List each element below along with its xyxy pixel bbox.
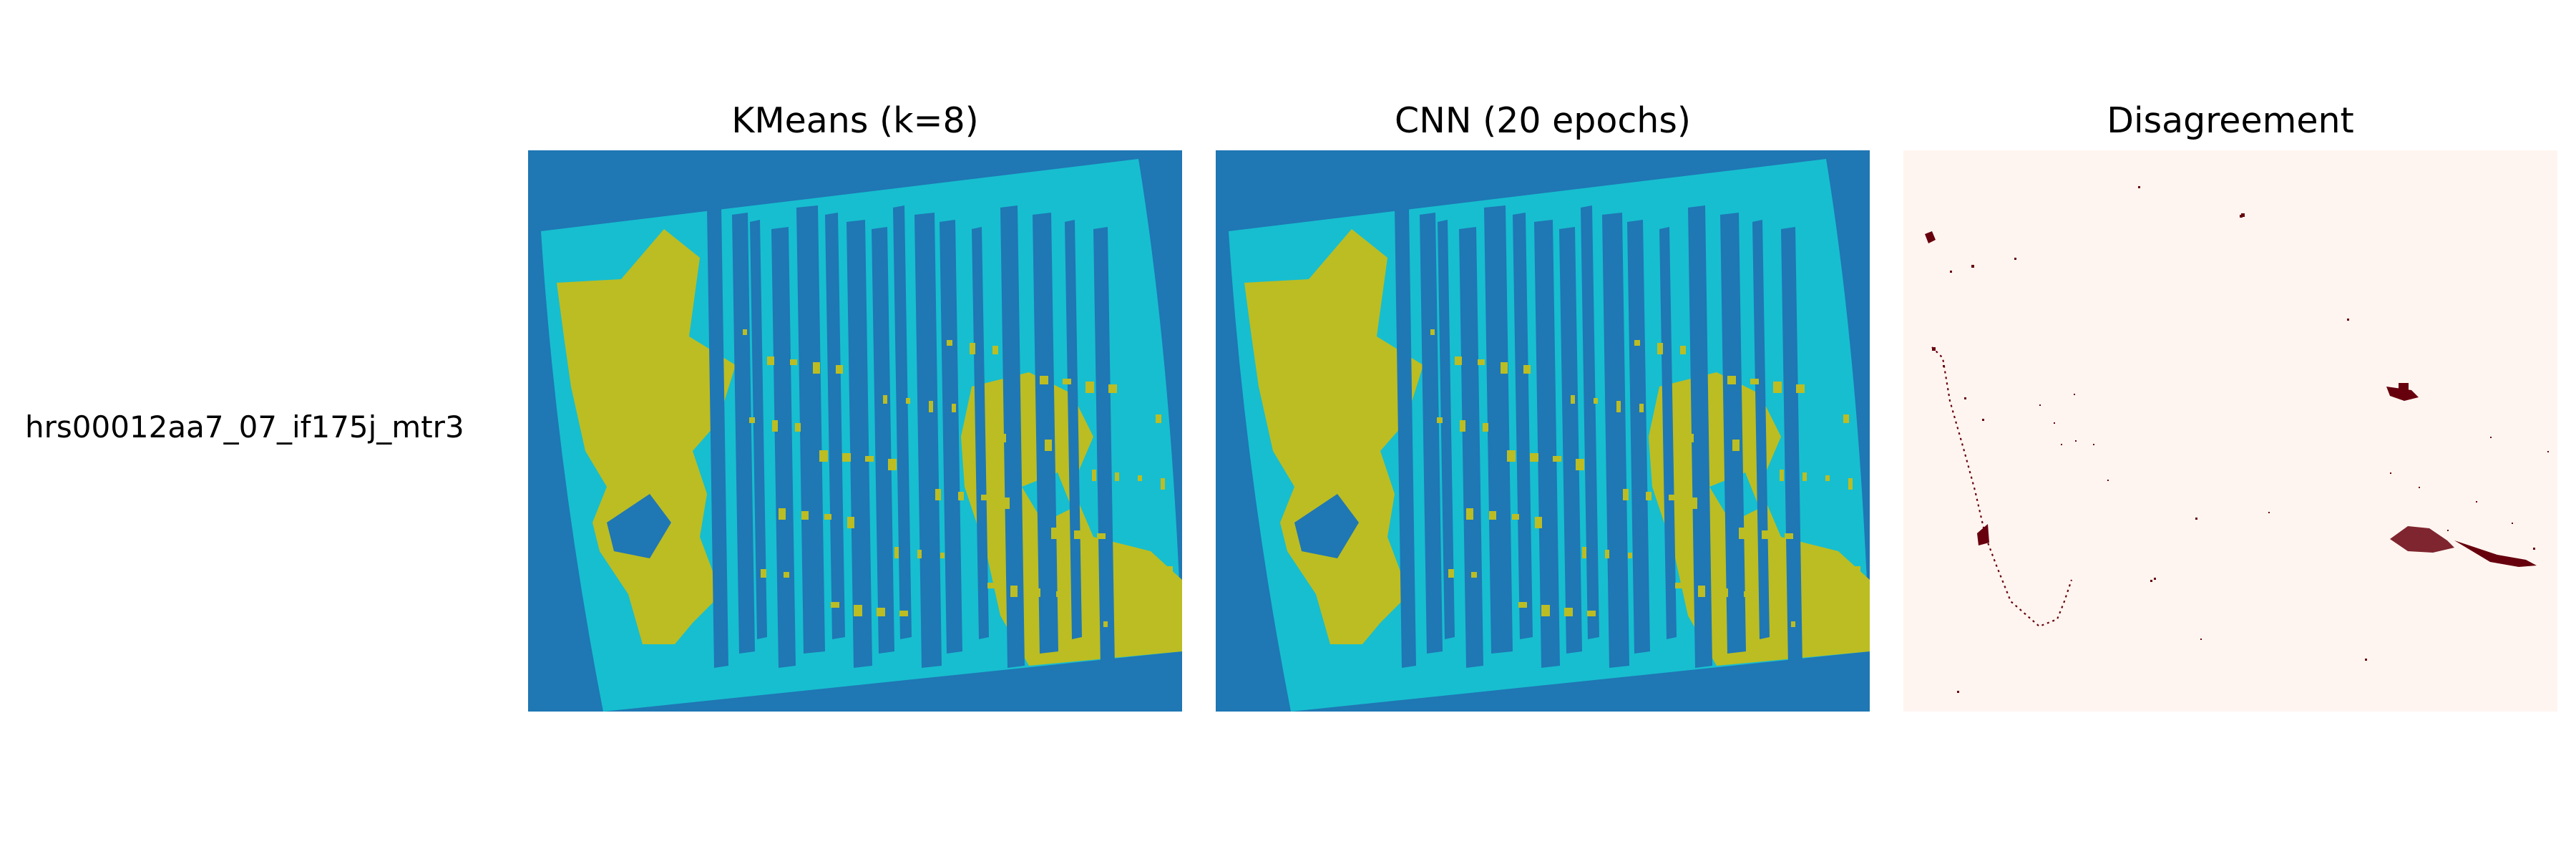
panel-title-cnn: CNN (20 epochs) (1216, 100, 1870, 143)
disagreement-image (1903, 150, 2557, 712)
disagreement-map (1903, 150, 2557, 712)
segmentation-map-graphic (1216, 150, 1870, 712)
disagreement-map-graphic (1903, 150, 2557, 712)
row-label: hrs00012aa7_07_if175j_mtr3 (25, 409, 464, 445)
cnn-segmentation-map (1216, 150, 1870, 712)
kmeans-segmentation-image (528, 150, 1182, 712)
kmeans-segmentation-map (528, 150, 1182, 712)
panel-title-disagreement: Disagreement (1903, 100, 2557, 143)
cnn-segmentation-image (1216, 150, 1870, 712)
segmentation-map-graphic (528, 150, 1182, 712)
panel-title-kmeans: KMeans (k=8) (528, 100, 1182, 143)
